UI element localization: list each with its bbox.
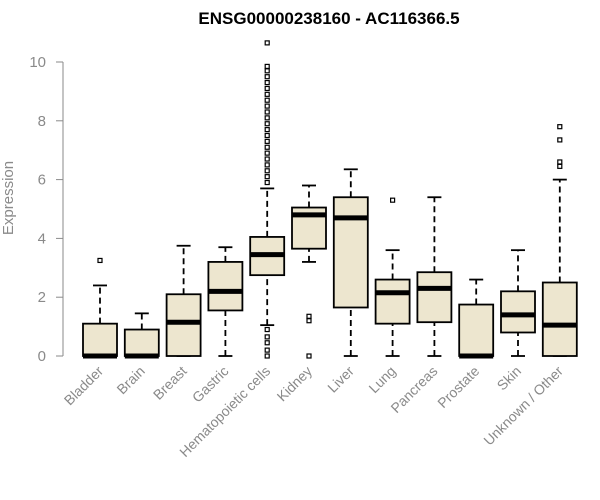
outlier-point (264, 168, 270, 174)
box-iqr (207, 261, 244, 312)
outlier-point (264, 103, 270, 109)
box-group (291, 184, 327, 359)
outlier-point (264, 79, 270, 86)
outlier-point (557, 159, 563, 165)
outlier-point (264, 326, 270, 333)
outlier-point (264, 347, 270, 353)
outlier-point (264, 40, 270, 46)
box-iqr (165, 293, 202, 357)
outlier-point (264, 127, 270, 133)
outlier-point (264, 115, 270, 121)
outlier-point (264, 85, 270, 92)
box-iqr (374, 278, 411, 325)
outlier-point (306, 318, 312, 324)
outlier-point (264, 121, 270, 127)
y-tick-label: 4 (38, 230, 46, 247)
outlier-point (264, 68, 270, 74)
y-tick-label: 2 (38, 289, 46, 306)
x-tick-label: Unknown / Other (480, 363, 566, 449)
outlier-point (264, 132, 270, 139)
outlier-point (306, 353, 312, 359)
y-tick-label: 10 (29, 54, 46, 71)
x-tick-label: Liver (324, 363, 357, 396)
x-tick-label: Kidney (274, 363, 316, 405)
outlier-point (264, 97, 270, 103)
y-tick-label: 6 (38, 172, 46, 189)
box-group (500, 249, 536, 357)
y-axis-label: Expression (0, 161, 17, 235)
box-iqr (500, 290, 536, 334)
outlier-point (97, 257, 103, 264)
y-tick-label: 8 (38, 113, 46, 130)
outlier-point (264, 156, 270, 162)
box-group (416, 196, 453, 357)
outlier-point (264, 138, 270, 144)
x-tick-label: Prostate (434, 363, 482, 411)
outlier-point (264, 334, 270, 340)
y-tick-label: 0 (38, 348, 46, 365)
outlier-point (264, 91, 270, 97)
outlier-point (264, 353, 270, 359)
y-axis: 0 2 4 6 8 10 (29, 54, 64, 365)
boxes-group (82, 40, 578, 359)
x-tick-label: Lung (365, 363, 398, 396)
outlier-point (264, 162, 270, 168)
box-group (541, 124, 578, 357)
outlier-point (264, 179, 270, 186)
outlier-point (264, 63, 270, 70)
outlier-point (557, 137, 563, 143)
x-tick-label: Skin (494, 363, 525, 394)
box-iqr (541, 281, 578, 357)
outlier-point (264, 174, 270, 180)
box-iqr (332, 196, 369, 309)
box-group (207, 246, 244, 357)
x-tick-label: Bladder (61, 363, 107, 409)
outlier-point (264, 340, 270, 346)
box-group (374, 197, 411, 357)
box-group (82, 257, 118, 359)
box-group (123, 312, 160, 359)
x-tick-label: Brain (113, 363, 147, 397)
x-tick-label: Breast (150, 363, 190, 403)
box-group (458, 278, 495, 359)
outlier-point (264, 144, 270, 150)
outlier-point (306, 313, 312, 319)
box-iqr (458, 303, 495, 357)
outlier-point (264, 74, 270, 80)
box-group (165, 244, 202, 357)
box-iqr (416, 271, 453, 324)
outlier-point (264, 150, 270, 156)
box-iqr (123, 328, 160, 357)
outlier-point (557, 163, 563, 169)
outlier-point (557, 124, 563, 130)
box-group (332, 168, 369, 357)
chart-title: ENSG00000238160 - AC116366.5 (198, 9, 459, 28)
outlier-point (264, 109, 270, 115)
outlier-point (390, 197, 396, 203)
box-iqr (82, 322, 118, 357)
box-group (249, 40, 286, 359)
